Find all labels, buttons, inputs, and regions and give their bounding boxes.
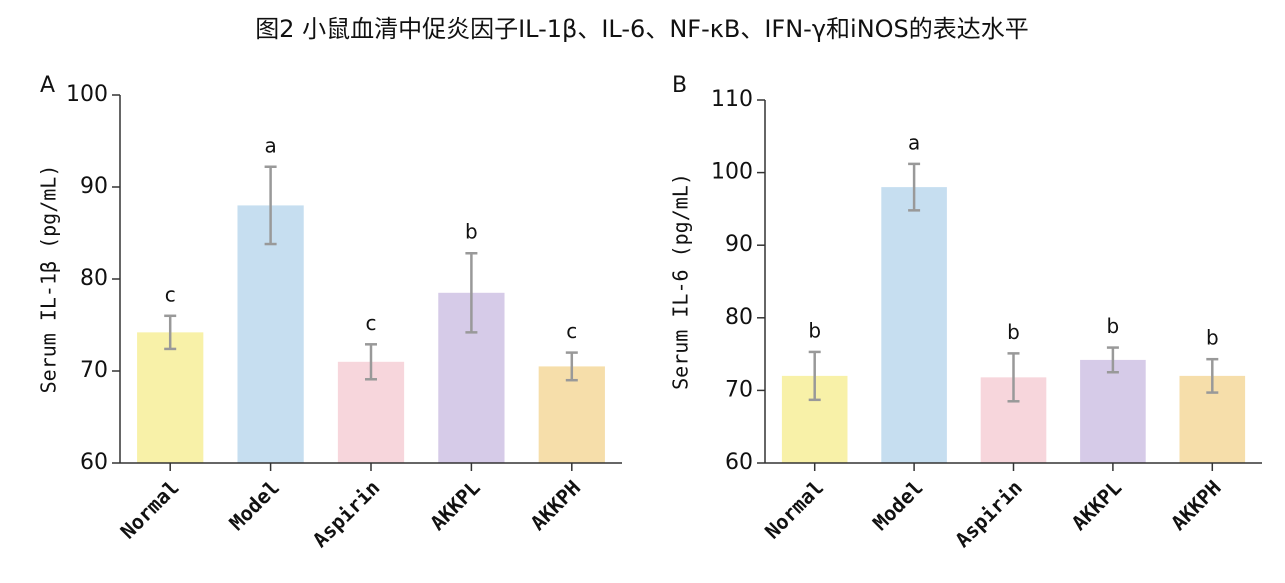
- bar: [137, 332, 204, 463]
- bar: [881, 187, 947, 463]
- x-tick-label: Aspirin: [950, 475, 1027, 552]
- significance-letter: a: [264, 133, 276, 157]
- significance-letter: b: [1206, 326, 1219, 350]
- y-tick-label: 60: [80, 450, 108, 475]
- significance-letter: b: [808, 318, 821, 342]
- x-tick-label: AKKPL: [425, 475, 485, 535]
- x-tick-label: Model: [224, 475, 284, 535]
- y-tick-label: 110: [711, 87, 753, 112]
- bar: [237, 205, 304, 463]
- significance-letter: b: [1107, 314, 1120, 338]
- significance-letter: c: [366, 311, 377, 335]
- y-tick-label: 80: [80, 266, 108, 291]
- x-tick-label: Normal: [116, 475, 184, 543]
- bar: [538, 366, 605, 463]
- panel-label: A: [40, 73, 55, 98]
- bar: [1080, 359, 1146, 463]
- significance-letter: a: [908, 130, 920, 154]
- y-axis-label: Serum IL-6 (pg/mL): [669, 173, 693, 390]
- y-tick-label: 60: [725, 450, 753, 475]
- significance-letter: b: [1007, 320, 1020, 344]
- y-tick-label: 90: [725, 232, 753, 257]
- y-tick-label: 100: [66, 82, 108, 107]
- significance-letter: c: [165, 282, 176, 306]
- y-axis-label: Serum IL-1β (pg/mL): [37, 165, 61, 394]
- x-tick-label: AKKPH: [526, 475, 586, 535]
- y-tick-label: 70: [80, 358, 108, 383]
- significance-letter: b: [465, 220, 478, 244]
- y-tick-label: 70: [725, 377, 753, 402]
- y-tick-label: 100: [711, 160, 753, 185]
- y-tick-label: 80: [725, 305, 753, 330]
- x-tick-label: Normal: [760, 475, 828, 543]
- x-tick-label: AKKPH: [1166, 475, 1226, 535]
- x-tick-label: Model: [868, 475, 928, 535]
- panel-label: B: [672, 73, 687, 98]
- figure-title: 图2 小鼠血清中促炎因子IL-1β、IL-6、NF-κB、IFN-γ和iNOS的…: [255, 15, 1029, 43]
- y-tick-label: 90: [80, 174, 108, 199]
- x-tick-label: Aspirin: [308, 475, 385, 552]
- significance-letter: c: [566, 319, 577, 343]
- x-tick-label: AKKPL: [1067, 475, 1127, 535]
